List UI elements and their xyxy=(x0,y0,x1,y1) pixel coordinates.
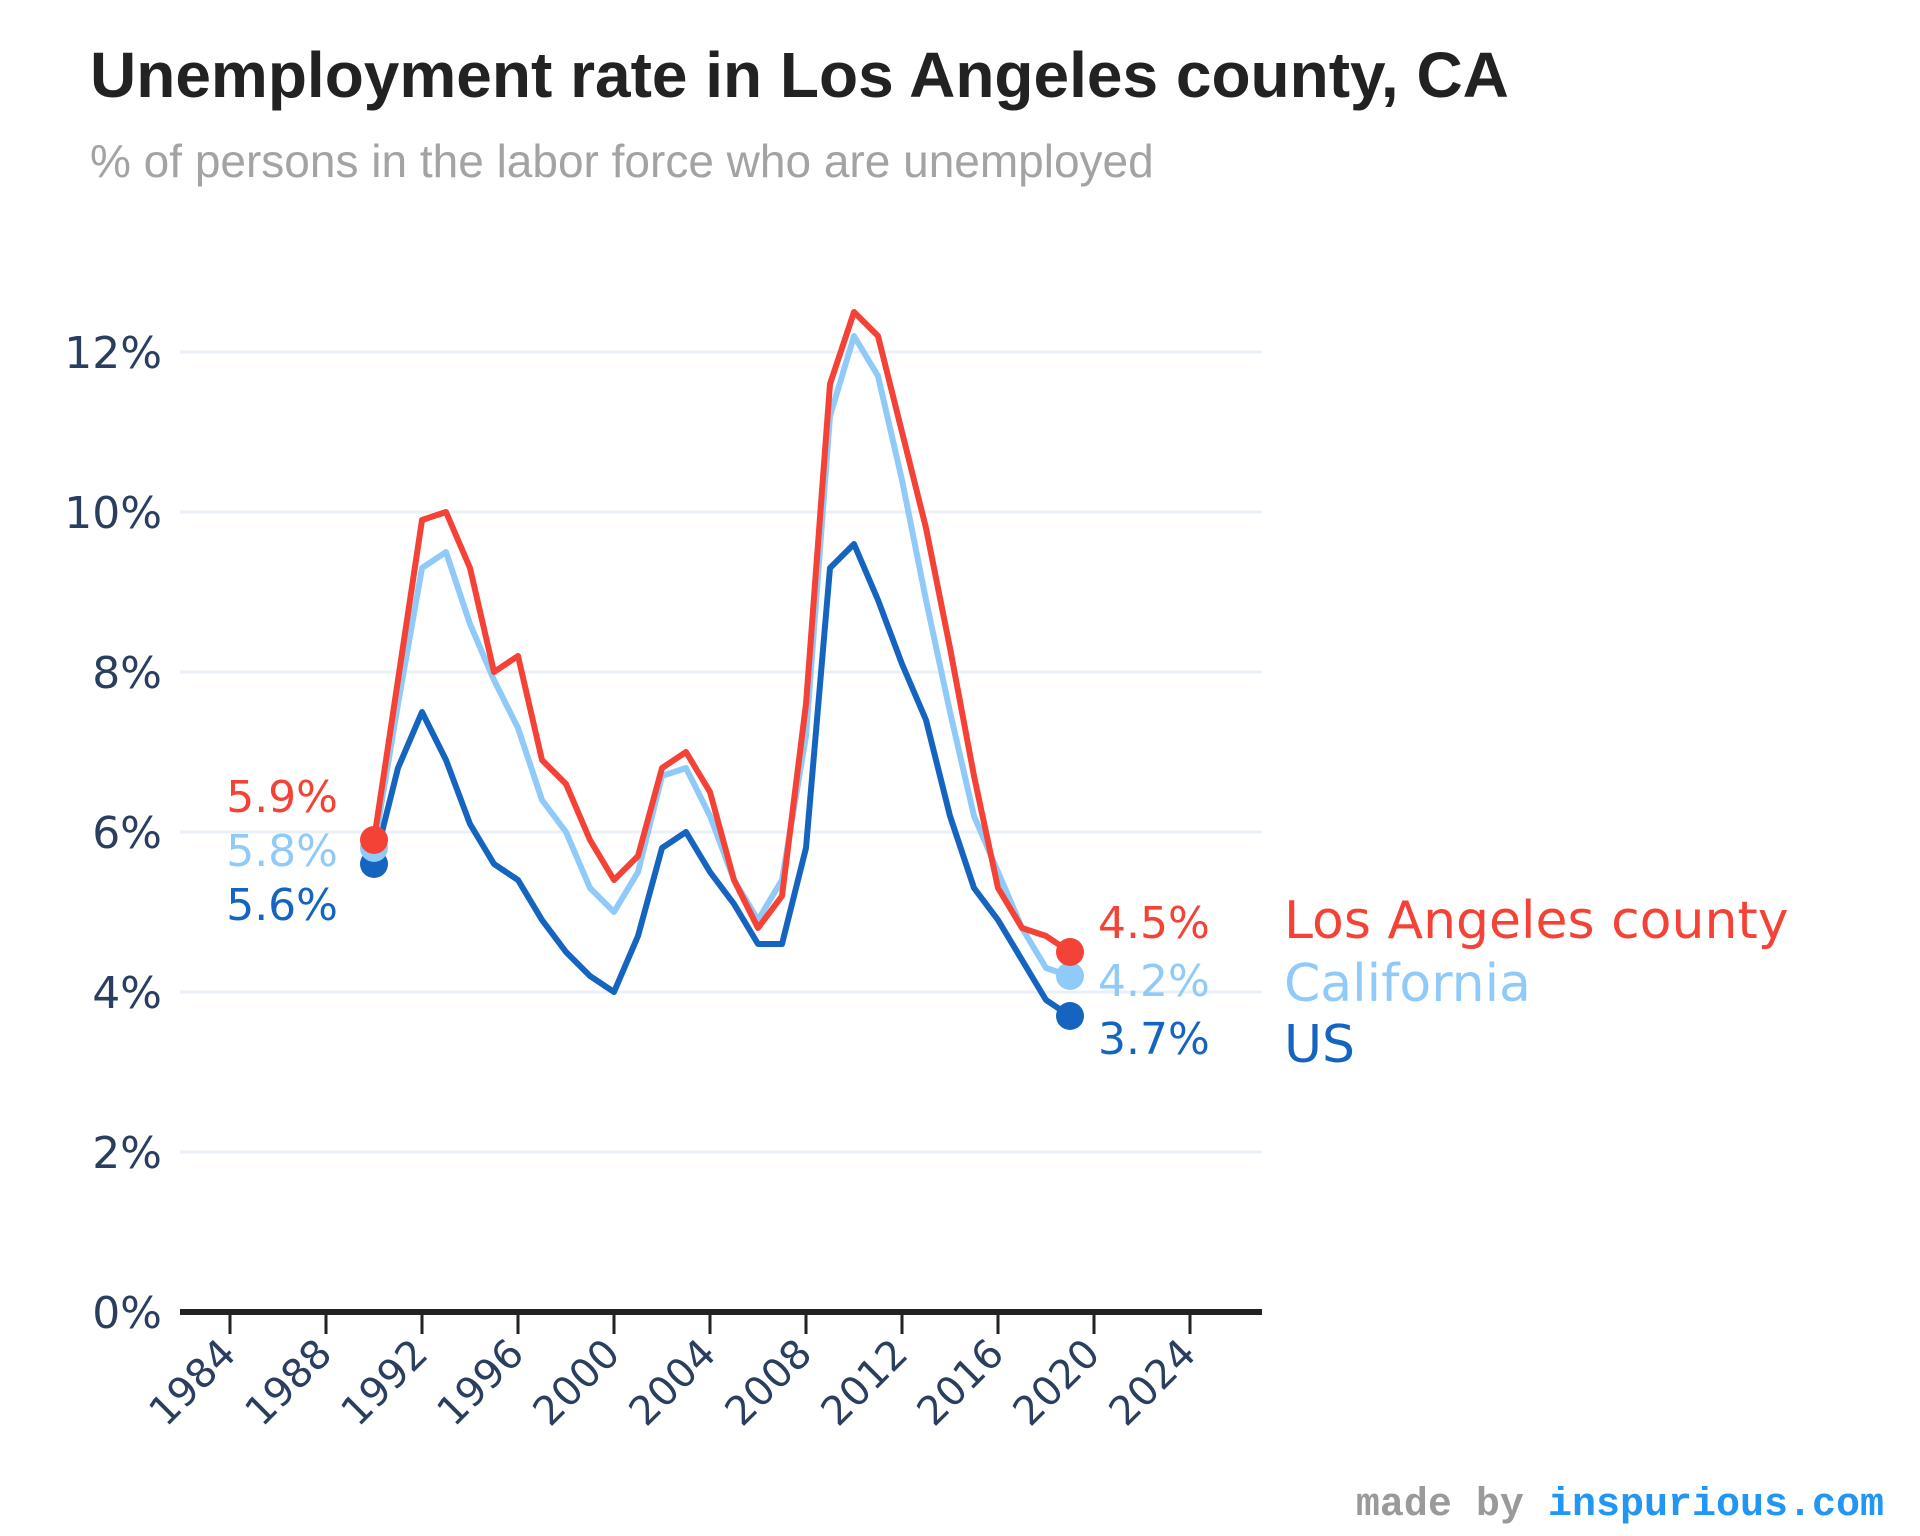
x-tick-label: 2000 xyxy=(525,1331,630,1436)
series-line-us xyxy=(371,541,1073,1019)
chart-subtitle: % of persons in the labor force who are … xyxy=(90,135,1154,187)
end-point-los-angeles-county xyxy=(1056,938,1084,966)
credit-site-link[interactable]: inspurious.com xyxy=(1547,1483,1884,1528)
y-axis-ticks: 0% 2% 4% 6% 8% 10% 12% xyxy=(64,328,162,1339)
series-line-california xyxy=(371,333,1073,979)
x-tick-label: 2020 xyxy=(1005,1331,1110,1436)
x-tick-label: 2004 xyxy=(621,1331,726,1436)
x-tick-label: 2008 xyxy=(717,1331,822,1436)
x-tick-label: 1992 xyxy=(333,1331,438,1436)
chart-title: Unemployment rate in Los Angeles county,… xyxy=(90,39,1509,111)
y-tick-label: 2% xyxy=(92,1128,162,1179)
start-value-label-us: 5.6% xyxy=(226,880,338,931)
start-value-label-los-angeles-county: 5.9% xyxy=(226,772,338,823)
y-tick-label: 12% xyxy=(64,328,162,379)
x-tick-label: 1996 xyxy=(429,1331,534,1436)
series-line-los-angeles-county xyxy=(371,309,1073,955)
x-tick-label: 2012 xyxy=(813,1331,918,1436)
x-tick-label: 2016 xyxy=(909,1331,1014,1436)
end-point-california xyxy=(1056,962,1084,990)
y-tick-label: 6% xyxy=(92,808,162,859)
y-tick-label: 8% xyxy=(92,648,162,699)
x-axis: 1984198819921996200020042008201220162020… xyxy=(141,1309,1262,1436)
series-lines xyxy=(360,309,1084,1030)
end-value-label-california: 4.2% xyxy=(1098,956,1210,1007)
y-tick-label: 4% xyxy=(92,968,162,1019)
y-tick-label: 0% xyxy=(92,1288,162,1339)
series-labels: 5.9% 4.5% Los Angeles county 5.8% 4.2% Califo… xyxy=(226,772,1788,1075)
credit: made by inspurious.com xyxy=(1356,1483,1884,1528)
end-point-us xyxy=(1056,1002,1084,1030)
legend-label-california: California xyxy=(1284,954,1531,1014)
end-value-label-los-angeles-county: 4.5% xyxy=(1098,898,1210,949)
x-tick-label: 2024 xyxy=(1101,1331,1206,1436)
legend-label-los-angeles-county: Los Angeles county xyxy=(1284,891,1789,951)
credit-prefix: made by xyxy=(1355,1483,1548,1528)
y-tick-label: 10% xyxy=(64,488,162,539)
start-value-label-california: 5.8% xyxy=(226,826,338,877)
start-point-los-angeles-county xyxy=(360,826,388,854)
legend-label-us: US xyxy=(1284,1015,1355,1075)
end-value-label-us: 3.7% xyxy=(1098,1014,1210,1065)
x-tick-label: 1988 xyxy=(237,1331,342,1436)
x-tick-label: 1984 xyxy=(141,1331,246,1436)
